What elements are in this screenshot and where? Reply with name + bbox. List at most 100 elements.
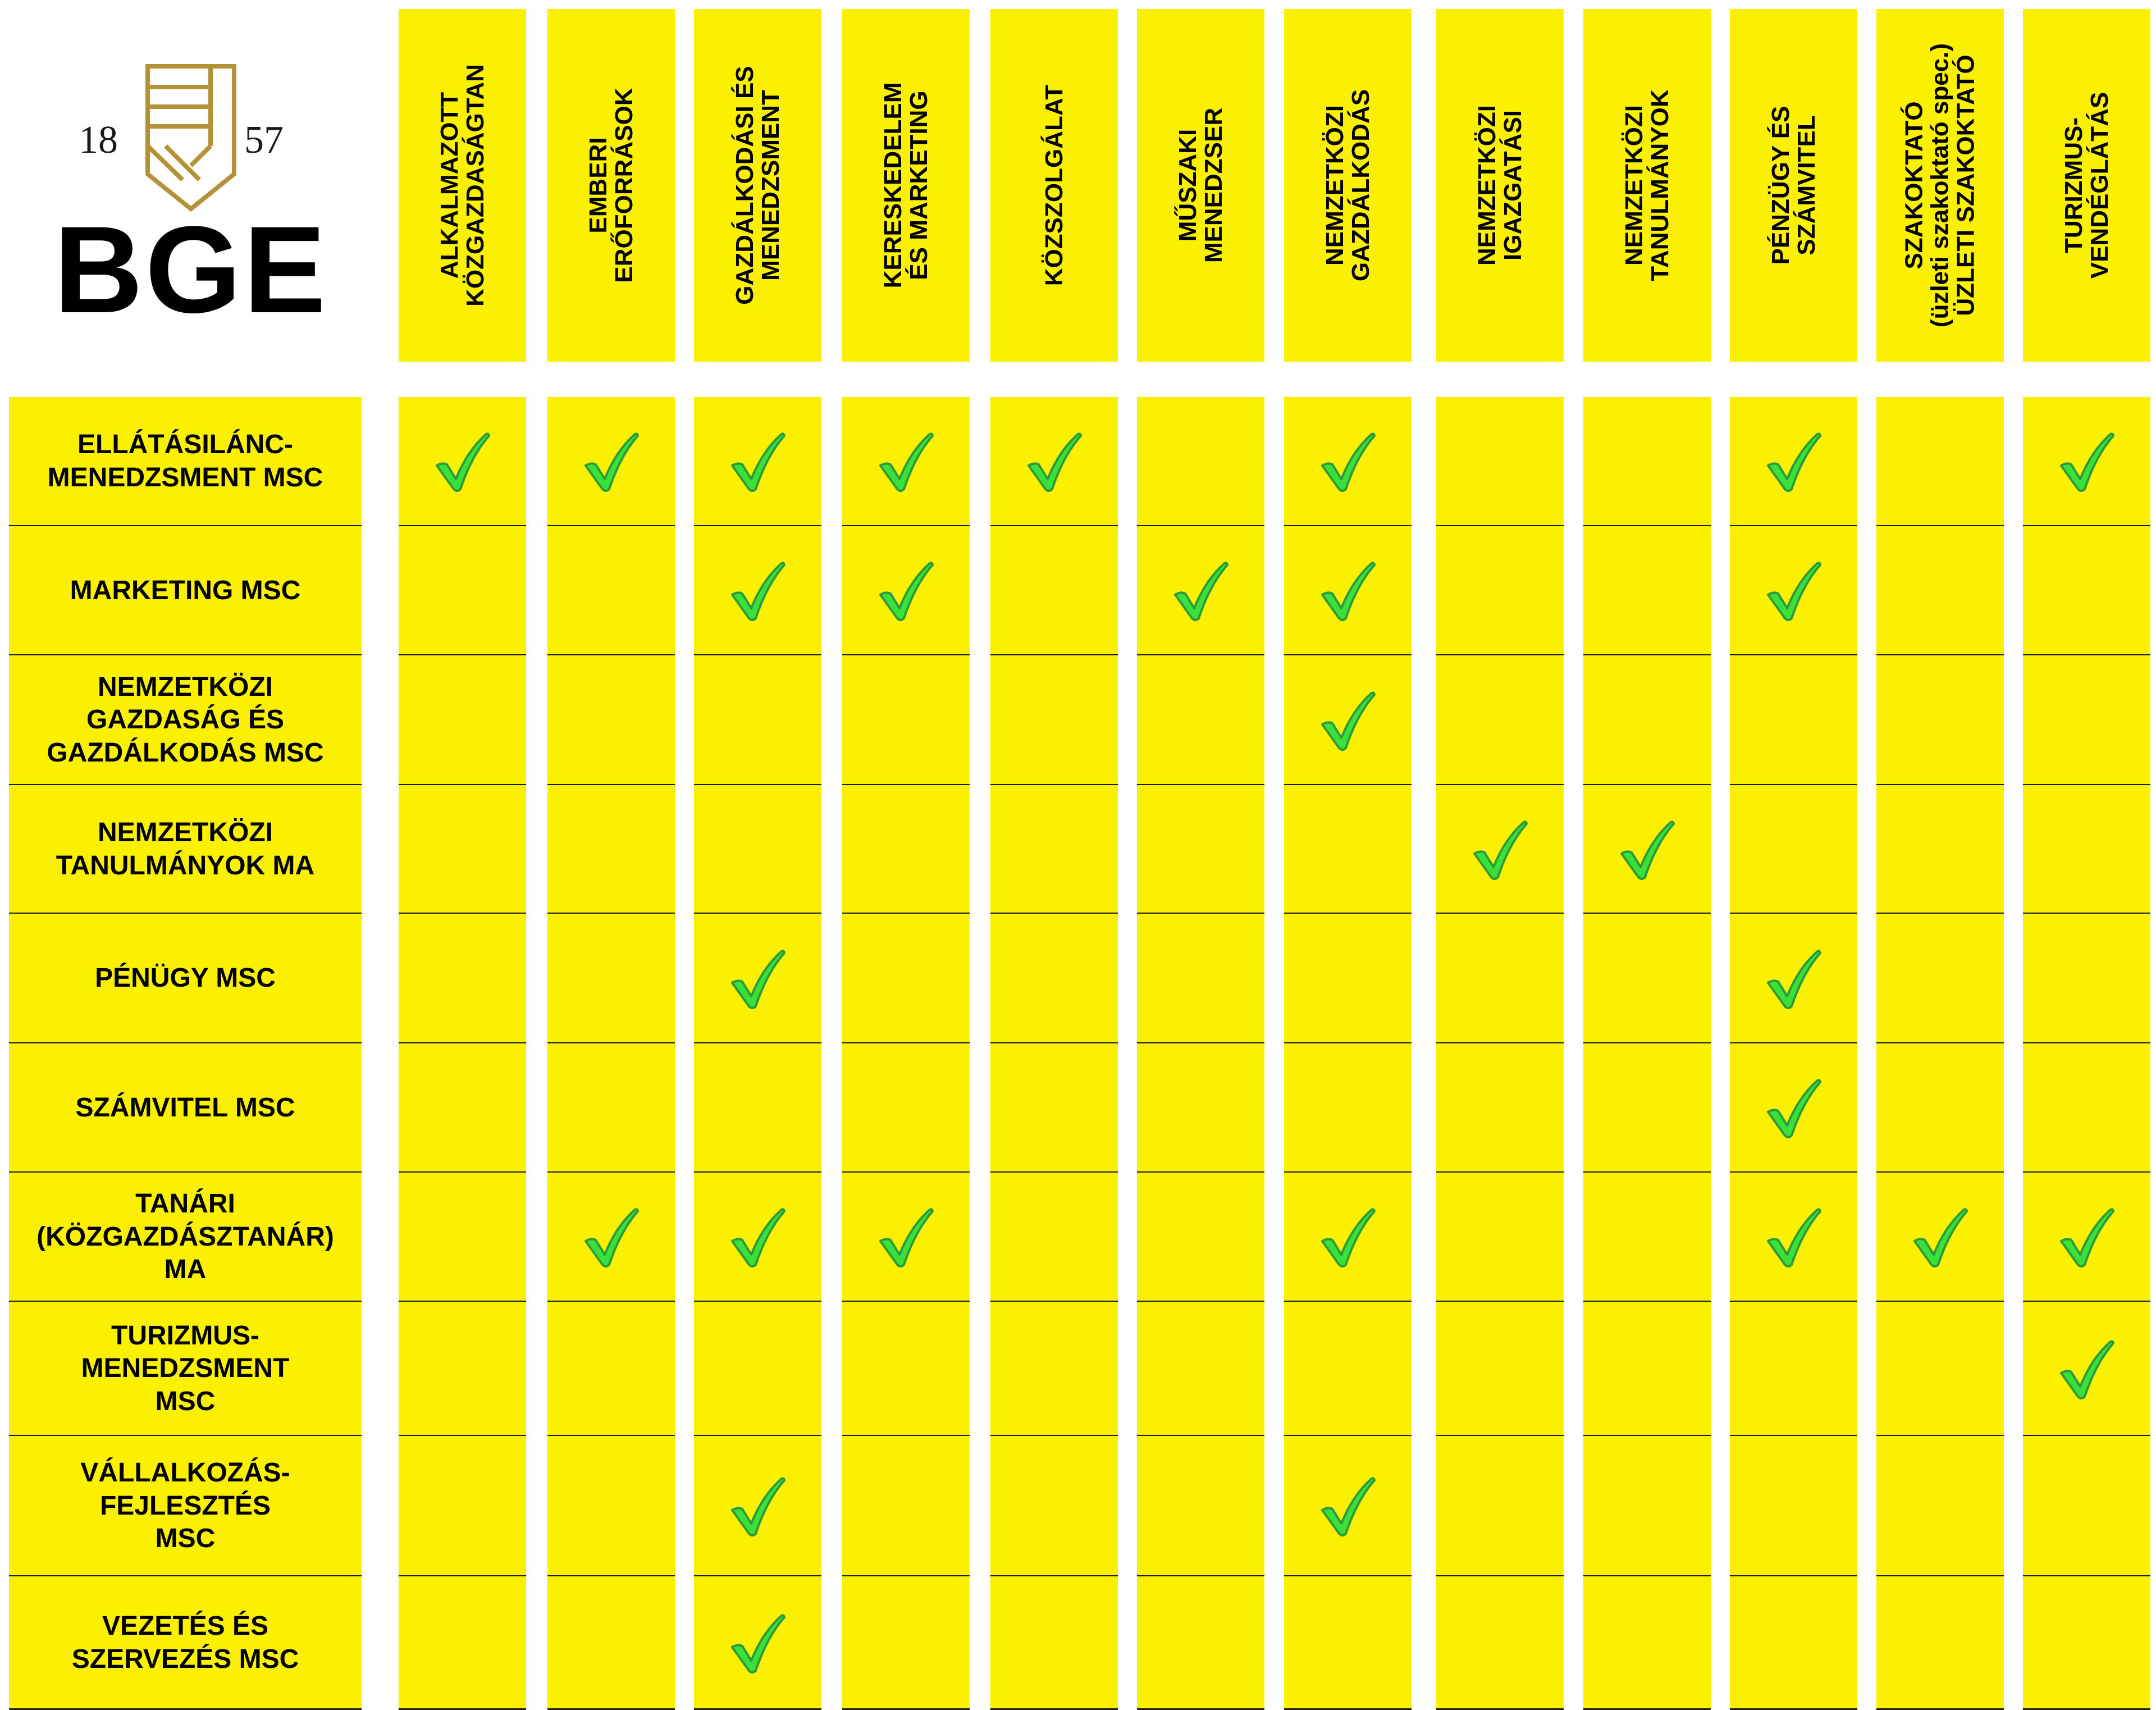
cell-divider <box>990 654 1118 656</box>
row-label-line: MARKETING MSC <box>70 575 301 605</box>
cell-divider <box>1730 1171 1857 1173</box>
matrix-cell <box>547 655 675 785</box>
matrix-cell <box>1284 914 1412 1043</box>
row-label-line: (KÖZGAZDÁSZTANÁR) <box>36 1221 334 1252</box>
matrix-cell <box>2023 785 2150 914</box>
row-label: ELLÁTÁSILÁNC- MENEDZSMENT MSC <box>9 397 362 526</box>
cell-divider <box>694 525 821 527</box>
cell-divider <box>1284 1301 1412 1302</box>
cell-divider <box>1583 1435 1711 1437</box>
cell-divider <box>694 654 821 656</box>
row-label-line: VEZETÉS ÉS <box>102 1611 269 1641</box>
row-divider <box>9 1171 362 1173</box>
column-header-line: VENDÉGLÁTÁS <box>2085 92 2113 279</box>
cell-divider <box>990 1042 1118 1044</box>
matrix-cell <box>990 526 1118 655</box>
matrix-cell <box>547 914 675 1043</box>
column-header-label: NEMZETKÖZI GAZDÁLKODÁS <box>1321 17 1374 354</box>
matrix-cell <box>2023 526 2150 655</box>
cell-divider <box>1730 654 1857 656</box>
matrix-cell <box>1876 1436 2004 1576</box>
checkmark-icon <box>1766 1079 1821 1138</box>
cell-divider <box>399 913 526 914</box>
column-header-line: GAZDÁLKODÁSI ÉS <box>730 66 759 305</box>
row-label-line: NEMZETKÖZI <box>98 672 273 702</box>
matrix-cell <box>547 1173 675 1302</box>
cell-divider <box>2023 1575 2150 1577</box>
cell-divider <box>1436 1301 1564 1302</box>
cell-divider <box>399 1042 526 1044</box>
matrix-cell <box>2023 397 2150 526</box>
cell-divider <box>1436 1042 1564 1044</box>
bge-logo: 18 57 BGE <box>22 22 359 337</box>
row-label: PÉNÜGY MSC <box>9 914 362 1043</box>
matrix-cell <box>399 526 526 655</box>
column-header-line: KERESKEDELEM <box>879 82 907 289</box>
matrix-cell <box>990 914 1118 1043</box>
cell-divider <box>1876 913 2004 914</box>
row-label-line: NEMZETKÖZI <box>98 817 273 847</box>
column-header: MŰSZAKI MENEDZSER <box>1137 9 1264 362</box>
matrix-cell <box>694 1302 821 1436</box>
matrix-cell <box>1436 1576 1564 1709</box>
matrix-cell <box>990 1043 1118 1173</box>
matrix-cell <box>2023 914 2150 1043</box>
row-label-line: MENEDZSMENT MSC <box>47 463 323 493</box>
matrix-cell <box>547 1436 675 1576</box>
matrix-cell <box>2023 1576 2150 1709</box>
cell-divider <box>1583 1301 1711 1302</box>
logo-year-right: 57 <box>244 118 284 162</box>
checkmark-icon <box>1766 562 1821 621</box>
cell-divider <box>1137 1435 1264 1437</box>
matrix-cell <box>399 1576 526 1709</box>
matrix-cell <box>990 1302 1118 1436</box>
row-label-line: TANULMÁNYOK MA <box>56 850 315 881</box>
matrix-cell <box>990 785 1118 914</box>
row-label: MARKETING MSC <box>9 526 362 655</box>
cell-divider <box>1137 913 1264 914</box>
cell-divider <box>1284 654 1412 656</box>
column-header: TURIZMUS- VENDÉGLÁTÁS <box>2023 9 2150 362</box>
cell-divider <box>2023 913 2150 914</box>
matrix-cell <box>990 1436 1118 1576</box>
cell-divider <box>694 1171 821 1173</box>
checkmark-icon <box>1321 691 1376 751</box>
column-header-label: NEMZETKÖZI IGAZGATÁSI <box>1473 17 1526 354</box>
column-header: NEMZETKÖZI IGAZGATÁSI <box>1436 9 1564 362</box>
row-label-text: VEZETÉS ÉS SZERVEZÉS MSC <box>72 1610 299 1676</box>
matrix-cell <box>1583 397 1711 526</box>
cell-divider <box>1876 1435 2004 1437</box>
matrix-cell <box>842 1173 970 1302</box>
cell-divider <box>842 784 970 786</box>
matrix-cell <box>1137 914 1264 1043</box>
cell-divider <box>1137 784 1264 786</box>
cell-divider <box>547 1301 675 1302</box>
column-header-line: GAZDÁLKODÁS <box>1346 89 1374 282</box>
cell-divider <box>1876 525 2004 527</box>
checkmark-icon <box>2059 432 2114 492</box>
matrix-cell <box>694 1576 821 1709</box>
cell-divider <box>1876 1301 2004 1302</box>
cell-divider <box>1583 1575 1711 1577</box>
matrix-cell <box>1730 655 1857 785</box>
matrix-cell <box>1137 655 1264 785</box>
column-header: PÉNZÜGY ÉS SZÁMVITEL <box>1730 9 1857 362</box>
matrix-cell <box>399 1173 526 1302</box>
cell-divider <box>399 1435 526 1437</box>
matrix-cell <box>1876 655 2004 785</box>
matrix-cell <box>1730 1302 1857 1436</box>
cell-divider <box>1583 654 1711 656</box>
row-label-line: TURIZMUS- <box>111 1320 259 1351</box>
matrix-cell <box>399 914 526 1043</box>
cell-divider <box>1284 913 1412 914</box>
cell-divider <box>1876 1171 2004 1173</box>
matrix-cell <box>1137 1173 1264 1302</box>
matrix-cell <box>1436 1436 1564 1576</box>
row-label-line: TANÁRI <box>135 1189 235 1219</box>
matrix-cell <box>1876 1576 2004 1709</box>
cell-divider <box>547 1042 675 1044</box>
row-label-line: SZERVEZÉS MSC <box>71 1644 299 1674</box>
row-label-text: TURIZMUS- MENEDZSMENT MSC <box>81 1320 290 1419</box>
checkmark-icon <box>1321 1477 1376 1536</box>
cell-divider <box>2023 1435 2150 1437</box>
